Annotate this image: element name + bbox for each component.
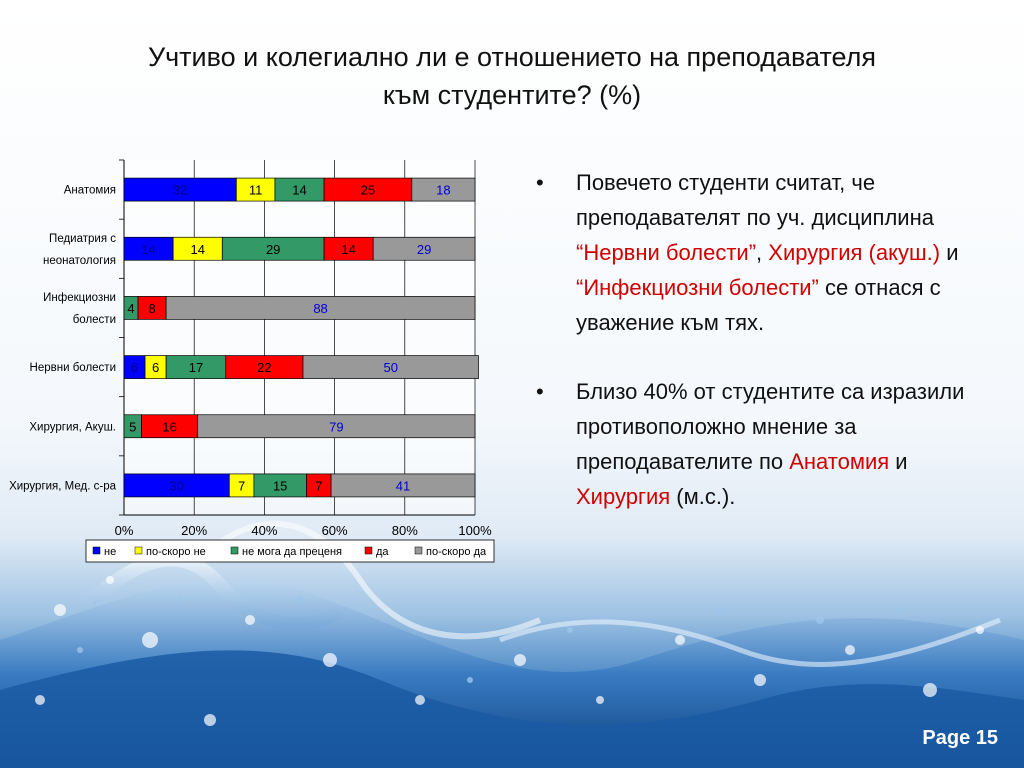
data-label: 25: [361, 183, 375, 198]
legend-swatch: [92, 546, 101, 555]
data-label: 14: [190, 242, 204, 257]
data-label: 7: [238, 478, 245, 493]
data-label: 15: [273, 478, 287, 493]
bullet-item: • Близо 40% от студентите са изразили про…: [536, 374, 986, 514]
data-label: 30: [169, 478, 183, 493]
bullet-marker: •: [536, 379, 544, 404]
category-label: Анатомия: [64, 185, 116, 197]
legend-swatch: [364, 546, 373, 555]
data-label: 5: [129, 419, 136, 434]
data-label: 16: [162, 419, 176, 434]
bullet-text: Близо 40% от студентите са изразили прот…: [576, 379, 965, 474]
x-tick-label: 80%: [392, 523, 418, 538]
data-label: 22: [257, 360, 271, 375]
highlighted-text: Анатомия: [789, 449, 890, 474]
legend-label: не мога да преценя: [242, 546, 342, 558]
data-label: 50: [384, 360, 398, 375]
data-label: 88: [313, 301, 327, 316]
highlighted-text: “Нервни болести”: [576, 240, 757, 265]
legend-label: да: [376, 546, 389, 558]
legend-swatch: [230, 546, 239, 555]
data-label: 18: [436, 183, 450, 198]
bullet-text: и: [889, 449, 908, 474]
x-tick-label: 20%: [181, 523, 207, 538]
legend-swatch: [414, 546, 423, 555]
data-label: 14: [341, 242, 355, 257]
data-label: 6: [152, 360, 159, 375]
legend-label: по-скоро не: [146, 546, 206, 558]
data-label: 41: [396, 478, 410, 493]
x-tick-label: 0%: [115, 523, 134, 538]
data-label: 32: [173, 183, 187, 198]
stacked-bar-chart: 0% 20% 40% 60% 80% 100% 32 11 14 25 18 Анатомия 14 14…: [9, 159, 495, 563]
bullet-marker: •: [536, 170, 544, 195]
legend-swatch: [134, 546, 143, 555]
bar-segment: [330, 473, 476, 498]
data-label: 11: [249, 183, 263, 198]
bullet-item: • Повечето студенти считат, че преподават…: [536, 165, 986, 340]
data-label: 14: [141, 242, 155, 257]
bullet-text: и: [940, 240, 959, 265]
slide-title: Учтиво и колегиално ли е отношението на …: [60, 38, 964, 114]
data-label: 79: [329, 419, 343, 434]
legend-box: [85, 539, 495, 563]
data-label: 14: [292, 183, 306, 198]
x-tick-label: 60%: [322, 523, 348, 538]
legend-label: не: [104, 546, 116, 558]
highlighted-text: Хирургия (акуш.): [768, 240, 941, 265]
bullet-text: се отнася с уважение към тях.: [576, 275, 941, 335]
slide-title-line-1: Учтиво и колегиално ли е отношението на …: [147, 42, 877, 72]
bar-segment: [302, 355, 479, 379]
bullet-list: • Повечето студенти считат, че преподават…: [536, 165, 986, 548]
plot-area: [124, 160, 475, 515]
category-label: неонатология: [43, 255, 116, 267]
bullet-text: Повечето студенти считат, че преподавате…: [576, 170, 934, 230]
category-label: болести: [73, 314, 116, 326]
data-label: 7: [315, 478, 322, 493]
category-label: Нервни болести: [30, 362, 116, 374]
category-label: Хирургия, Мед. с-ра: [9, 480, 117, 492]
page-number: Page 15: [922, 727, 998, 749]
data-label: 29: [266, 242, 280, 257]
bullet-text: (м.с.).: [670, 484, 736, 509]
data-label: 4: [127, 301, 134, 316]
data-label: 29: [417, 242, 431, 257]
highlighted-text: “Инфекциозни болести”: [576, 275, 819, 300]
data-label: 8: [148, 301, 155, 316]
legend-label: по-скоро да: [426, 546, 487, 558]
x-tick-label: 100%: [458, 523, 492, 538]
x-tick-label: 40%: [251, 523, 277, 538]
category-label: Хирургия, Акуш.: [29, 421, 116, 433]
category-label: Инфекциозни: [43, 292, 116, 304]
bar-segment: [411, 177, 476, 202]
data-label: 6: [131, 360, 138, 375]
data-label: 17: [189, 360, 203, 375]
slide-title-line-2: към студентите? (%): [382, 80, 642, 110]
bar-segment: [197, 414, 476, 439]
bar-segment: [372, 236, 476, 261]
category-label: Педиатрия с: [49, 233, 116, 245]
highlighted-text: Хирургия: [576, 484, 671, 509]
bar-segment: [165, 296, 476, 320]
bullet-text: ,: [756, 240, 769, 265]
